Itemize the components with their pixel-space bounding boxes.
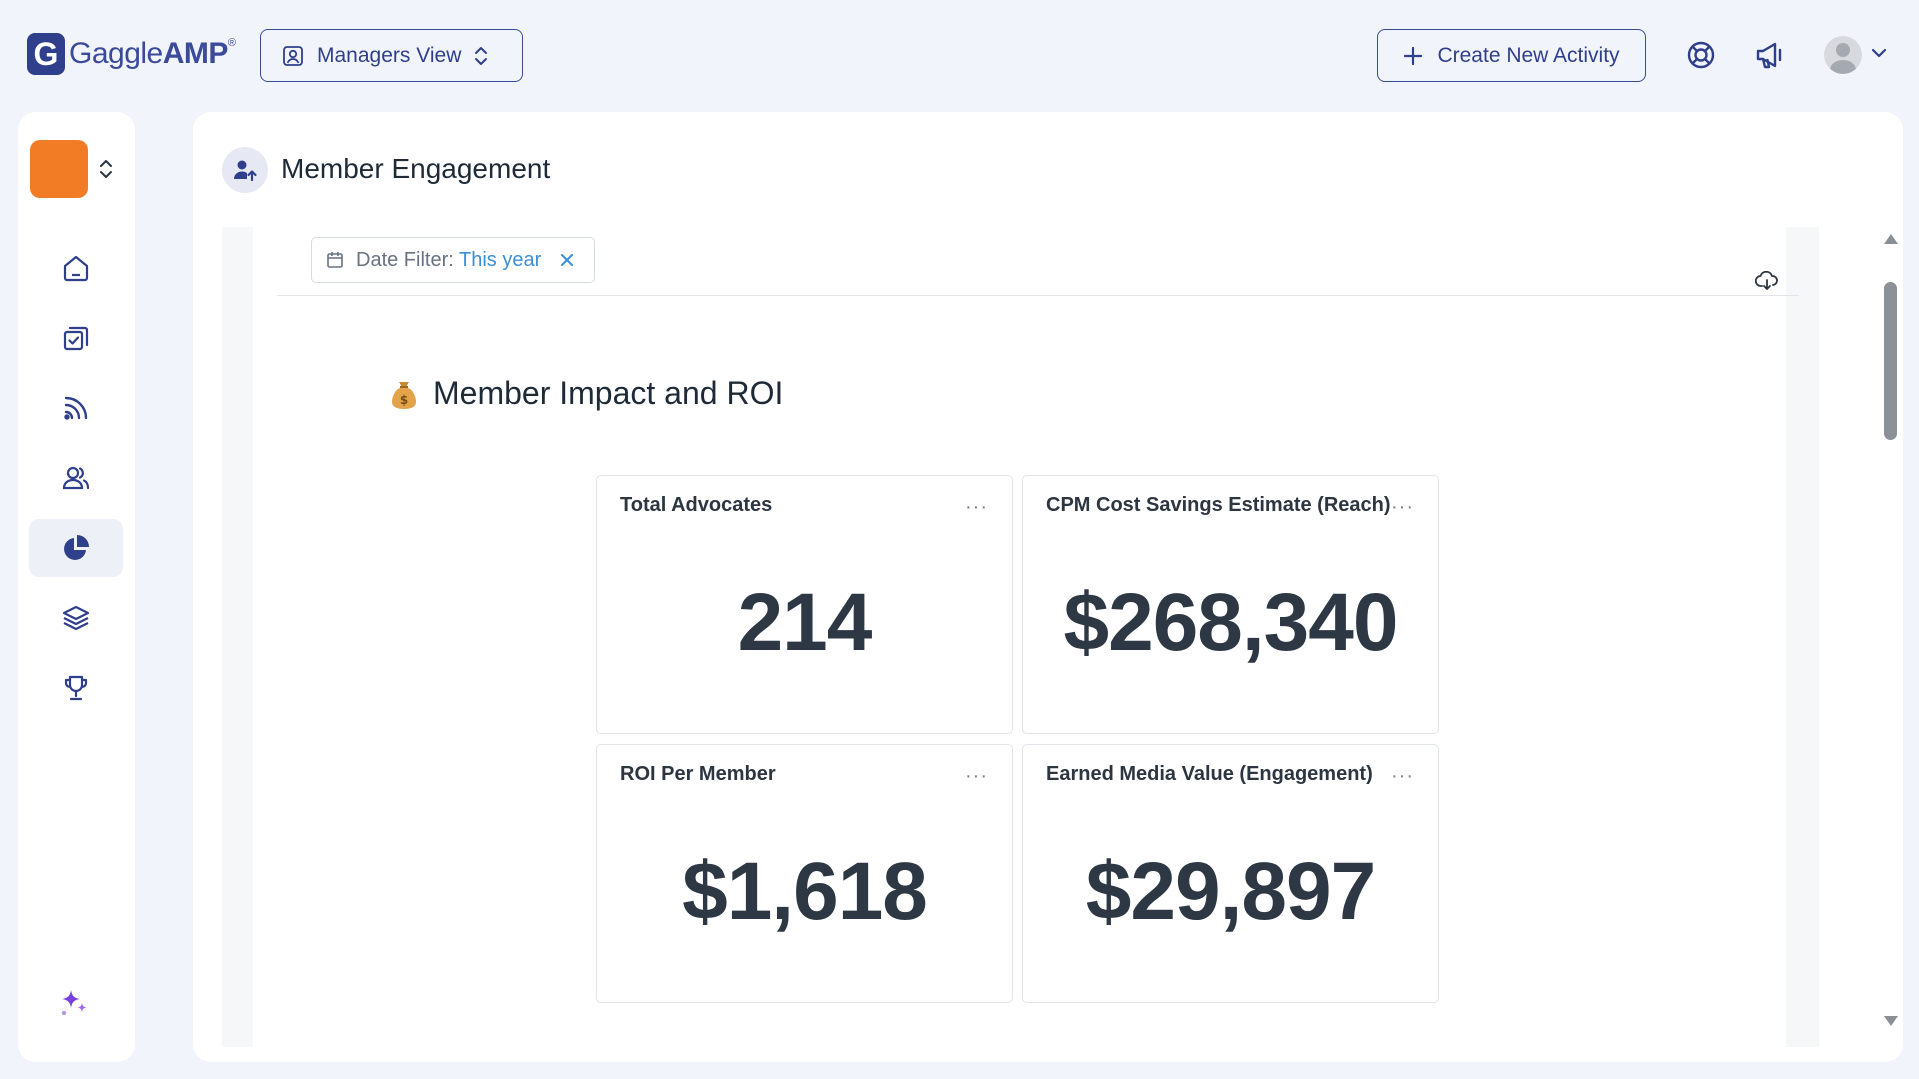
- card-title: Earned Media Value (Engagement): [1046, 763, 1373, 785]
- sidebar-item-rewards[interactable]: [29, 659, 123, 717]
- logo-text: GaggleAMP®: [69, 37, 236, 71]
- card-title: ROI Per Member: [620, 763, 776, 785]
- users-icon: [62, 466, 90, 490]
- home-icon: [63, 255, 89, 282]
- chevron-updown-icon[interactable]: [98, 158, 114, 180]
- chevron-down-icon[interactable]: [1870, 44, 1888, 62]
- announcements-button[interactable]: [1754, 38, 1788, 72]
- metric-card-cpm-cost-savings: CPM Cost Savings Estimate (Reach) ··· $2…: [1022, 475, 1439, 734]
- sidebar-item-activities[interactable]: [29, 309, 123, 367]
- card-value: $29,897: [1085, 846, 1376, 937]
- card-title: CPM Cost Savings Estimate (Reach): [1046, 494, 1391, 516]
- card-title: Total Advocates: [620, 494, 773, 516]
- view-switch-label: Managers View: [317, 43, 462, 67]
- svg-text:$: $: [400, 393, 408, 407]
- checklist-icon: [63, 326, 89, 351]
- card-menu-button[interactable]: ···: [965, 496, 988, 518]
- pie-chart-icon: [64, 535, 89, 560]
- plus-icon: [1404, 46, 1423, 65]
- rss-icon: [64, 396, 88, 420]
- megaphone-icon: [1756, 42, 1782, 69]
- main-panel: Member Engagement Date Filter: This year: [193, 112, 1903, 1062]
- date-filter-value: This year: [459, 248, 542, 271]
- gaggleamp-logo[interactable]: G GaggleAMP®: [27, 32, 236, 76]
- close-icon[interactable]: [559, 252, 575, 268]
- card-menu-button[interactable]: ···: [965, 765, 988, 787]
- avatar[interactable]: [1824, 36, 1862, 74]
- date-filter-label: Date Filter:: [356, 248, 454, 271]
- money-bag-icon: $: [392, 381, 416, 409]
- member-engagement-icon: [222, 147, 268, 193]
- section-title: $ Member Impact and ROI: [389, 375, 783, 412]
- help-button[interactable]: [1684, 38, 1718, 72]
- scrollbar-thumb[interactable]: [1884, 282, 1897, 440]
- dashboard-content: Date Filter: This year $ Member Impact a…: [253, 227, 1799, 1047]
- lifebuoy-icon: [1687, 41, 1715, 69]
- scroll-up-arrow[interactable]: [1884, 234, 1898, 244]
- calendar-icon: [327, 252, 343, 268]
- card-value: $1,618: [682, 846, 928, 937]
- sidebar-item-layers[interactable]: [29, 589, 123, 647]
- sidebar-item-home[interactable]: [29, 239, 123, 297]
- organization-avatar[interactable]: [30, 140, 88, 198]
- chevron-updown-icon: [475, 46, 488, 65]
- dashboard-frame: Date Filter: This year $ Member Impact a…: [222, 227, 1819, 1047]
- sidebar-item-members[interactable]: [29, 449, 123, 507]
- date-filter-text: Date Filter: This year: [356, 249, 541, 272]
- date-filter-chip[interactable]: Date Filter: This year: [311, 237, 595, 283]
- card-value: 214: [737, 577, 873, 668]
- sparkle-icon[interactable]: [58, 987, 90, 1019]
- top-bar: G GaggleAMP® Managers View Create New Ac…: [0, 0, 1919, 108]
- metric-card-earned-media-value: Earned Media Value (Engagement) ··· $29,…: [1022, 744, 1439, 1003]
- create-new-activity-button[interactable]: Create New Activity: [1377, 29, 1646, 82]
- logo-text-bold: AMP: [162, 37, 229, 70]
- layers-icon: [62, 605, 90, 631]
- user-square-icon: [283, 45, 303, 66]
- metric-card-total-advocates: Total Advocates ··· 214: [596, 475, 1013, 734]
- sidebar-item-reports[interactable]: [29, 519, 123, 577]
- section-title-text: Member Impact and ROI: [433, 375, 784, 411]
- logo-text-light: Gaggle: [69, 37, 163, 70]
- card-menu-button[interactable]: ···: [1391, 496, 1414, 518]
- user-up-icon: [234, 160, 257, 182]
- card-value: $268,340: [1063, 577, 1398, 668]
- logo-reg: ®: [227, 37, 236, 49]
- scroll-down-arrow[interactable]: [1884, 1016, 1898, 1026]
- cloud-download-icon[interactable]: [1755, 271, 1779, 291]
- left-sidebar: [18, 112, 135, 1062]
- page-title: Member Engagement: [281, 153, 551, 184]
- divider: [277, 295, 1799, 296]
- sidebar-item-feed[interactable]: [29, 379, 123, 437]
- card-menu-button[interactable]: ···: [1391, 765, 1414, 787]
- metric-card-roi-per-member: ROI Per Member ··· $1,618: [596, 744, 1013, 1003]
- trophy-icon: [64, 675, 88, 701]
- view-switch-dropdown[interactable]: Managers View: [260, 29, 523, 82]
- logo-mark: G: [27, 33, 65, 75]
- create-button-label: Create New Activity: [1437, 43, 1620, 67]
